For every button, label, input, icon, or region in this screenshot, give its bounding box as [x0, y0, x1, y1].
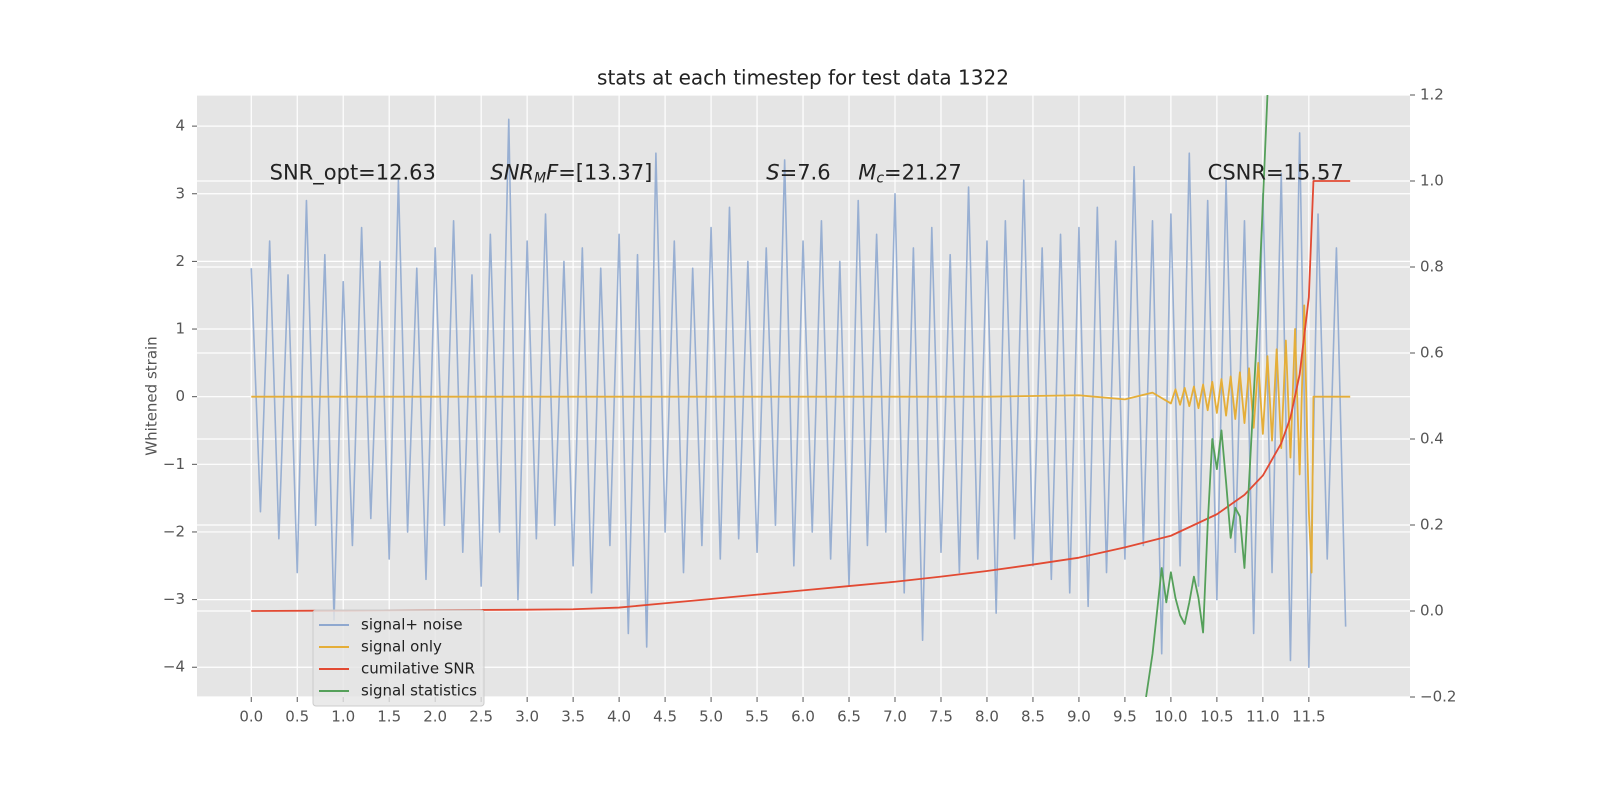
plot-area [250, 95, 1351, 697]
annotation: SNRMF=[13.37] [490, 160, 652, 186]
x-tick-label: 5.0 [699, 708, 723, 726]
x-tick-label: 4.5 [653, 708, 677, 726]
y2-tick-label: 1.2 [1420, 86, 1444, 104]
annotation-part: c [876, 170, 884, 186]
y2-tick-label: 0.4 [1420, 430, 1444, 448]
annotation-part: =[13.37] [558, 160, 652, 184]
legend-label: signal only [361, 638, 442, 656]
annotation: SNR_opt=12.63 [270, 160, 436, 185]
x-tick-label: 7.0 [883, 708, 907, 726]
annotation-part: SNR [490, 160, 534, 184]
legend-label: cumilative SNR [361, 660, 475, 678]
annotation-part: F [546, 160, 559, 184]
annotation-part: SNR_opt=12.63 [270, 160, 436, 185]
annotation: S=7.6 [766, 160, 830, 184]
annotation-part: =21.27 [884, 160, 962, 184]
y-tick-label: 1 [175, 320, 185, 338]
annotation-part: CSNR=15.57 [1208, 160, 1344, 184]
x-tick-label: 9.0 [1067, 708, 1091, 726]
series-line [1145, 95, 1269, 697]
x-tick-label: 2.0 [423, 708, 447, 726]
x-tick-label: 8.0 [975, 708, 999, 726]
legend-label: signal+ noise [361, 616, 463, 634]
y2-tick-label: 1.0 [1420, 172, 1444, 190]
y-tick-label: −1 [163, 455, 185, 473]
x-tick-label: 9.5 [1113, 708, 1137, 726]
x-tick-label: 11.5 [1292, 708, 1325, 726]
x-tick-label: 1.0 [331, 708, 355, 726]
x-tick-label: 2.5 [469, 708, 493, 726]
y-tick-label: 3 [175, 184, 185, 202]
x-tick-label: 0.0 [239, 708, 263, 726]
y-tick-label: 4 [175, 117, 185, 135]
chart-title: stats at each timestep for test data 132… [597, 66, 1009, 90]
y2-tick-label: 0.2 [1420, 516, 1444, 534]
legend-label: signal statistics [361, 682, 477, 700]
y2-tick-label: −0.2 [1420, 688, 1456, 706]
annotation-part: S [766, 160, 779, 184]
x-tick-label: 7.5 [929, 708, 953, 726]
series-line [251, 180, 1351, 612]
y-tick-label: 0 [175, 387, 185, 405]
x-tick-label: 4.0 [607, 708, 631, 726]
y2-tick-label: 0.6 [1420, 344, 1444, 362]
y-tick-label: 2 [175, 252, 185, 270]
x-tick-label: 6.5 [837, 708, 861, 726]
x-tick-label: 1.5 [377, 708, 401, 726]
x-tick-label: 3.5 [561, 708, 585, 726]
y-tick-label: −2 [163, 522, 185, 540]
x-tick-label: 11.0 [1246, 708, 1279, 726]
y2-tick-label: 0.8 [1420, 258, 1444, 276]
y-axis-label: Whitened strain [143, 336, 161, 455]
x-tick-label: 10.5 [1200, 708, 1233, 726]
annotation-part: M [534, 170, 546, 186]
x-tick-label: 3.0 [515, 708, 539, 726]
y-tick-label: −4 [163, 658, 185, 676]
annotation: Mc=21.27 [858, 160, 962, 186]
legend-box [312, 609, 485, 707]
x-tick-label: 8.5 [1021, 708, 1045, 726]
annotation-part: =7.6 [780, 160, 831, 184]
series-line [251, 304, 1351, 574]
y2-tick-label: 0.0 [1420, 602, 1444, 620]
annotation: CSNR=15.57 [1208, 160, 1344, 184]
x-tick-label: 6.0 [791, 708, 815, 726]
x-tick-label: 0.5 [285, 708, 309, 726]
x-tick-label: 5.5 [745, 708, 769, 726]
annotation-part: M [858, 160, 876, 184]
y-tick-label: −3 [163, 590, 185, 608]
x-tick-label: 10.0 [1154, 708, 1187, 726]
